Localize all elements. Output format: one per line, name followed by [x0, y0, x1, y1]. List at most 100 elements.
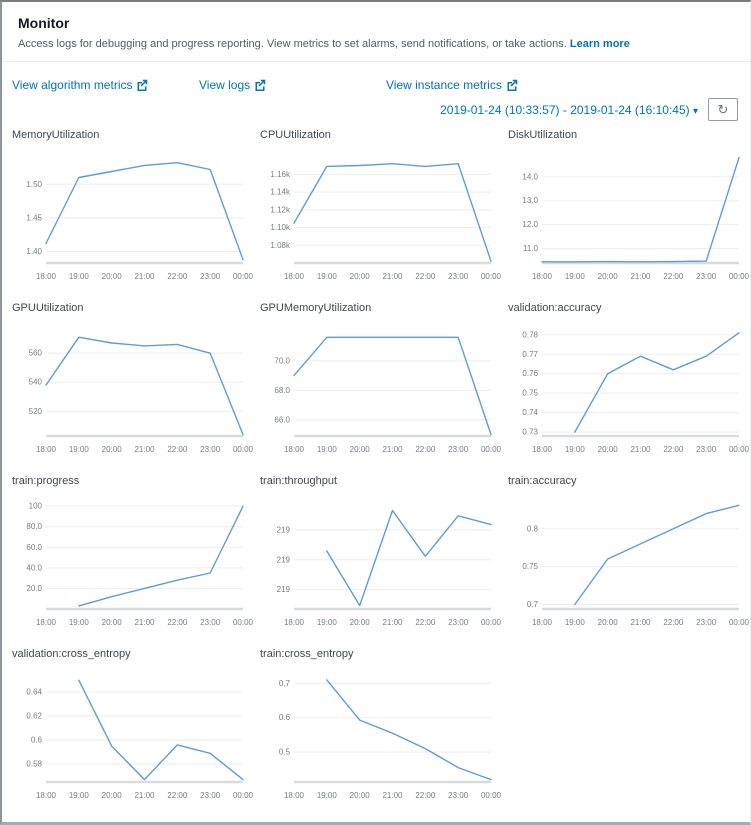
svg-text:1.08k: 1.08k — [270, 241, 291, 250]
date-range-text: 2019-01-24 (10:33:57) - 2019-01-24 (16:1… — [440, 102, 690, 117]
svg-text:0.7: 0.7 — [279, 679, 291, 688]
chart-validation-cross-entropy: validation:cross_entropy 0.64 0.62 0.6 0.58 1… — [12, 648, 254, 809]
svg-text:0.64: 0.64 — [26, 688, 42, 697]
line-chart: 100 80.0 60.0 40.0 20.0 18:00 19:00 20:00 21:00 2… — [26, 502, 253, 627]
svg-text:22:00: 22:00 — [167, 272, 188, 281]
svg-text:21:00: 21:00 — [134, 272, 155, 281]
svg-text:22:00: 22:00 — [167, 445, 188, 454]
chart-train-cross-entropy: train:cross_entropy 0.7 0.6 0.5 18:00 19:00 20… — [260, 648, 502, 809]
svg-text:540: 540 — [29, 378, 43, 387]
svg-text:21:00: 21:00 — [630, 272, 651, 281]
svg-text:22:00: 22:00 — [415, 445, 436, 454]
svg-text:19:00: 19:00 — [69, 445, 90, 454]
date-range-dropdown[interactable]: 2019-01-24 (10:33:57) - 2019-01-24 (16:1… — [440, 103, 698, 117]
view-algorithm-metrics-link[interactable]: View algorithm metrics — [12, 78, 133, 92]
svg-text:1.40: 1.40 — [26, 247, 42, 256]
svg-text:1.10k: 1.10k — [270, 223, 291, 232]
svg-text:00:00: 00:00 — [233, 272, 254, 281]
svg-text:19:00: 19:00 — [317, 791, 338, 800]
svg-text:21:00: 21:00 — [382, 618, 403, 627]
svg-text:66.0: 66.0 — [274, 415, 290, 424]
svg-text:70.0: 70.0 — [274, 356, 290, 365]
svg-text:19:00: 19:00 — [69, 272, 90, 281]
chart-title: train:progress — [12, 475, 80, 487]
refresh-button[interactable]: ↻ — [708, 98, 738, 121]
chart-title: CPUUtilization — [260, 129, 331, 141]
svg-text:18:00: 18:00 — [532, 618, 553, 627]
svg-text:14.0: 14.0 — [522, 172, 538, 181]
svg-text:20.0: 20.0 — [26, 584, 42, 593]
chart-title: GPUMemoryUtilization — [260, 302, 372, 314]
svg-text:20:00: 20:00 — [598, 618, 619, 627]
svg-text:22:00: 22:00 — [663, 272, 684, 281]
svg-text:00:00: 00:00 — [481, 618, 502, 627]
chart-memoryutilization: MemoryUtilization 1.50 1.45 1.40 18:00 19:00 2… — [12, 129, 254, 290]
svg-text:22:00: 22:00 — [663, 618, 684, 627]
view-logs-link[interactable]: View logs — [199, 78, 251, 92]
svg-text:19:00: 19:00 — [317, 445, 338, 454]
chart-gpumemoryutilization: GPUMemoryUtilization 70.0 68.0 66.0 18:00 19:… — [260, 302, 502, 463]
chart-title: train:accuracy — [508, 475, 577, 487]
svg-text:23:00: 23:00 — [448, 618, 469, 627]
svg-text:0.73: 0.73 — [522, 428, 538, 437]
panel-description: Access logs for debugging and progress r… — [18, 38, 734, 50]
svg-text:23:00: 23:00 — [200, 791, 221, 800]
svg-text:20:00: 20:00 — [350, 618, 371, 627]
svg-text:23:00: 23:00 — [696, 272, 717, 281]
chart-train-accuracy: train:accuracy 0.8 0.75 0.7 18:00 19:00 20:00 2… — [508, 475, 750, 636]
svg-text:21:00: 21:00 — [382, 272, 403, 281]
svg-text:20:00: 20:00 — [102, 618, 123, 627]
svg-text:19:00: 19:00 — [565, 272, 586, 281]
svg-text:23:00: 23:00 — [696, 445, 717, 454]
svg-text:13.0: 13.0 — [522, 196, 538, 205]
svg-text:20:00: 20:00 — [598, 445, 619, 454]
view-instance-metrics-link[interactable]: View instance metrics — [386, 78, 502, 92]
line-chart: 1.50 1.45 1.40 18:00 19:00 20:00 21:00 22:00 23:… — [26, 162, 254, 281]
svg-text:1.50: 1.50 — [26, 180, 42, 189]
external-link-icon — [507, 79, 518, 91]
svg-text:22:00: 22:00 — [167, 618, 188, 627]
svg-text:19:00: 19:00 — [317, 618, 338, 627]
svg-text:18:00: 18:00 — [284, 445, 305, 454]
svg-text:80.0: 80.0 — [26, 522, 42, 531]
learn-more-link[interactable]: Learn more — [569, 38, 630, 50]
svg-text:0.77: 0.77 — [522, 350, 538, 359]
chart-train-throughput: train:throughput 219 219 219 18:00 19:00 20:00… — [260, 475, 502, 636]
line-chart: 0.78 0.77 0.76 0.75 0.74 0.73 18:00 19:00 20:00 2… — [522, 330, 749, 454]
svg-text:21:00: 21:00 — [134, 618, 155, 627]
svg-text:0.75: 0.75 — [522, 562, 538, 571]
line-chart: 0.64 0.62 0.6 0.58 18:00 19:00 20:00 21:00 22:00… — [26, 679, 254, 800]
panel-header: Monitor Access logs for debugging and pr… — [2, 2, 750, 62]
svg-text:18:00: 18:00 — [36, 272, 57, 281]
svg-text:23:00: 23:00 — [200, 618, 221, 627]
svg-text:1.45: 1.45 — [26, 213, 42, 222]
svg-text:219: 219 — [277, 555, 291, 564]
svg-text:100: 100 — [29, 502, 43, 511]
line-chart: 219 219 219 18:00 19:00 20:00 21:00 22:00 23:00 0… — [277, 509, 502, 627]
svg-text:18:00: 18:00 — [532, 445, 553, 454]
svg-text:23:00: 23:00 — [448, 272, 469, 281]
chart-title: validation:accuracy — [508, 302, 602, 314]
svg-text:1.16k: 1.16k — [270, 170, 291, 179]
svg-text:18:00: 18:00 — [284, 272, 305, 281]
svg-text:20:00: 20:00 — [102, 272, 123, 281]
svg-text:0.6: 0.6 — [279, 713, 291, 722]
line-chart: 1.16k 1.14k 1.12k 1.10k 1.08k 18:00 19:00 20:00… — [270, 163, 502, 281]
svg-text:0.7: 0.7 — [527, 600, 539, 609]
chart-title: train:cross_entropy — [260, 648, 354, 660]
chart-title: validation:cross_entropy — [12, 648, 131, 660]
svg-text:23:00: 23:00 — [200, 272, 221, 281]
svg-text:219: 219 — [277, 585, 291, 594]
svg-text:60.0: 60.0 — [26, 543, 42, 552]
description-text: Access logs for debugging and progress r… — [18, 38, 567, 50]
svg-text:18:00: 18:00 — [36, 791, 57, 800]
svg-text:00:00: 00:00 — [729, 445, 750, 454]
svg-text:18:00: 18:00 — [284, 618, 305, 627]
chart-title: DiskUtilization — [508, 129, 578, 141]
svg-text:23:00: 23:00 — [200, 445, 221, 454]
external-link-icon — [255, 79, 266, 91]
svg-text:22:00: 22:00 — [415, 791, 436, 800]
svg-text:22:00: 22:00 — [415, 272, 436, 281]
chart-gpuutilization: GPUUtilization 560 540 520 18:00 19:00 20:00 21… — [12, 302, 254, 463]
